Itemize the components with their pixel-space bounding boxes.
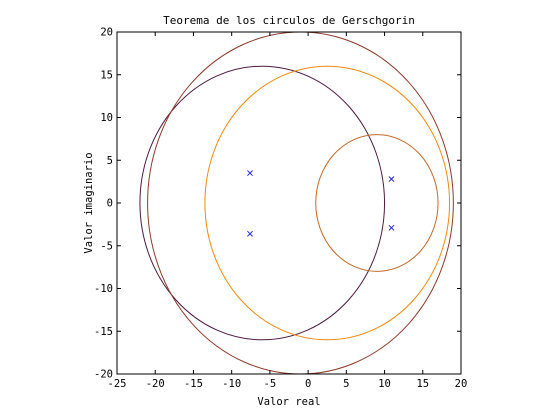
eigenvalue-points <box>247 170 395 237</box>
x-tick-label: 0 <box>305 378 311 390</box>
x-tick-label: -25 <box>108 378 127 390</box>
y-tick-label: 5 <box>107 155 113 167</box>
x-tick-label: -15 <box>184 378 203 390</box>
y-tick-label: -20 <box>94 369 113 381</box>
x-tick-label: 20 <box>455 378 468 390</box>
chart-title: Teorema de los circulos de Gerschgorin <box>163 14 415 27</box>
x-tick-label: 10 <box>378 378 391 390</box>
gerschgorin-circle-4 <box>315 134 439 272</box>
x-tick-label: -20 <box>146 378 165 390</box>
y-tick-label: -10 <box>94 283 113 295</box>
y-tick-label: 20 <box>100 27 113 39</box>
y-tick-label: 10 <box>100 112 113 124</box>
eigenvalue-marker-1 <box>247 170 253 177</box>
y-tick-label: 0 <box>107 198 113 210</box>
eigenvalue-marker-4 <box>388 224 395 231</box>
axis-ticks: -25 -20 -15 -10 -5 0 5 10 15 20-20-15-10-50510152… <box>94 27 467 391</box>
eigenvalue-marker-3 <box>388 176 395 183</box>
x-tick-label: 5 <box>343 378 349 390</box>
gerschgorin-circle-3 <box>204 65 451 341</box>
x-tick-label: -10 <box>222 378 241 390</box>
y-tick-label: -15 <box>94 326 113 338</box>
gerschgorin-circle-1 <box>139 65 386 341</box>
circles-layer <box>139 32 454 374</box>
y-axis-label: Valor imaginario <box>83 152 95 253</box>
gerschgorin-circle-2 <box>147 32 454 374</box>
x-tick-label: 15 <box>416 378 429 390</box>
y-tick-label: -5 <box>100 240 113 252</box>
y-tick-label: 15 <box>100 69 113 81</box>
x-tick-label: -5 <box>264 378 277 390</box>
eigenvalue-marker-2 <box>247 230 253 237</box>
x-axis-label: Valor real <box>257 396 320 408</box>
